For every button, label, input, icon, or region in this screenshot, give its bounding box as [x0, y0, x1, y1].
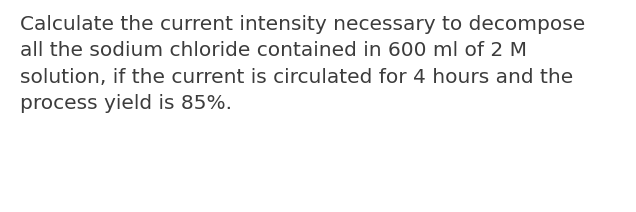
Text: Calculate the current intensity necessary to decompose
all the sodium chloride c: Calculate the current intensity necessar…	[20, 15, 586, 113]
